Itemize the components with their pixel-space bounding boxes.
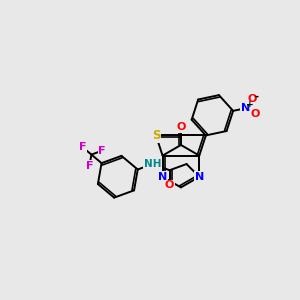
Text: NH: NH [144,159,161,169]
Text: N: N [241,103,250,113]
Text: -: - [255,92,259,102]
Text: O: O [165,181,174,190]
Text: O: O [250,109,260,118]
Text: N: N [195,172,204,182]
Text: N: N [158,172,167,182]
Text: S: S [152,129,160,142]
Text: F: F [86,160,93,171]
Text: F: F [98,146,106,156]
Text: O: O [248,94,257,104]
Text: +: + [246,100,254,109]
Text: F: F [79,142,87,152]
Text: O: O [176,122,186,132]
